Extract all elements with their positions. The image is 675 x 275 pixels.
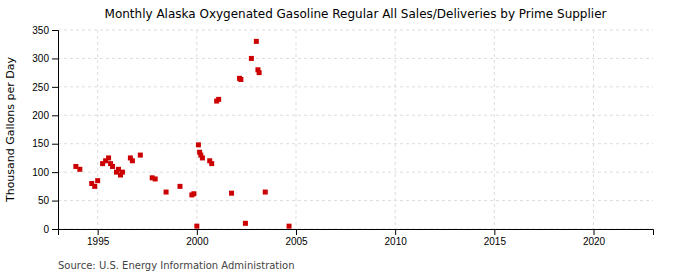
point [287,224,292,229]
tick-mark [296,229,297,235]
points [73,39,291,229]
grid-line [58,143,653,144]
tick-label: 100 [32,167,49,178]
tick-label: 250 [32,82,49,93]
grid-line [395,30,396,229]
tick-label: 2010 [385,236,408,247]
grid-line [593,30,594,229]
point [257,70,262,75]
tick: 1995 [87,229,110,247]
point [238,77,243,82]
point [263,190,268,195]
point [209,161,214,166]
tick-mark [197,229,198,235]
tick-mark [52,58,58,59]
grid-line [58,86,653,87]
axis-line [59,230,654,236]
tick: 2005 [285,229,308,247]
tick: 0 [43,224,58,235]
tick-mark [52,201,58,202]
chart: 1995 2000 2005 2010 2015 2020 0 50 100 150 200 250 3… [0,0,675,275]
point [77,167,82,172]
tick-mark [52,172,58,173]
tick: 2015 [484,229,507,247]
tick: 250 [32,82,58,93]
point [106,155,111,160]
grid-line [58,30,653,31]
tick-label: 2005 [285,236,308,247]
point [243,221,248,226]
point [216,97,221,102]
tick: 350 [32,25,58,36]
point [153,176,158,181]
tick-label: 0 [43,224,49,235]
tick-label: 2015 [484,236,507,247]
tick-label: 2000 [186,236,209,247]
point [120,170,125,175]
grid-line [494,30,495,229]
point [200,155,205,160]
source: Source: U.S. Energy Information Administ… [58,260,295,271]
grid-line [58,115,653,116]
title: Monthly Alaska Oxygenated Gasoline Regul… [105,7,607,21]
point [249,56,254,61]
grid-line [296,30,297,229]
grid-line [58,172,653,173]
tick: 2020 [583,229,606,247]
tick-label: 1995 [87,236,110,247]
grid-line [58,200,653,201]
tick-mark [98,229,99,235]
tick-mark [52,30,58,31]
grid [58,30,653,229]
tick-label: 200 [32,110,49,121]
axis-line [52,31,59,230]
point [254,39,259,44]
plot: 1995 2000 2005 2010 2015 2020 0 50 100 150 200 250 3… [32,25,653,247]
y-axis-title: Thousand Gallons per Day [4,56,17,203]
point [196,142,201,147]
tick-mark [52,144,58,145]
tick: 300 [32,53,58,64]
tick: 2000 [186,229,209,247]
tick: 50 [38,195,58,206]
tick: 150 [32,138,58,149]
point [229,191,234,196]
x-axis: 1995 2000 2005 2010 2015 2020 [59,229,654,247]
point [177,184,182,189]
tick: 2010 [385,229,408,247]
point [92,184,97,189]
point [191,191,196,196]
tick-label: 350 [32,25,49,36]
point [138,153,143,158]
tick-mark [594,229,595,235]
tick-mark [52,87,58,88]
tick-label: 2020 [583,236,606,247]
tick-mark [395,229,396,235]
tick-label: 150 [32,138,49,149]
point [130,158,135,163]
grid-line [196,30,197,229]
grid-line [58,58,653,59]
grid-line [97,30,98,229]
tick: 200 [32,110,58,121]
point [95,178,100,183]
tick-label: 300 [32,53,49,64]
point [110,164,115,169]
y-axis: 0 50 100 150 200 250 300 350 [32,25,58,235]
tick: 100 [32,167,58,178]
point [164,190,169,195]
tick-mark [52,115,58,116]
tick-mark [494,229,495,235]
tick-label: 50 [38,195,50,206]
tick-mark [52,229,58,230]
point [194,224,199,229]
